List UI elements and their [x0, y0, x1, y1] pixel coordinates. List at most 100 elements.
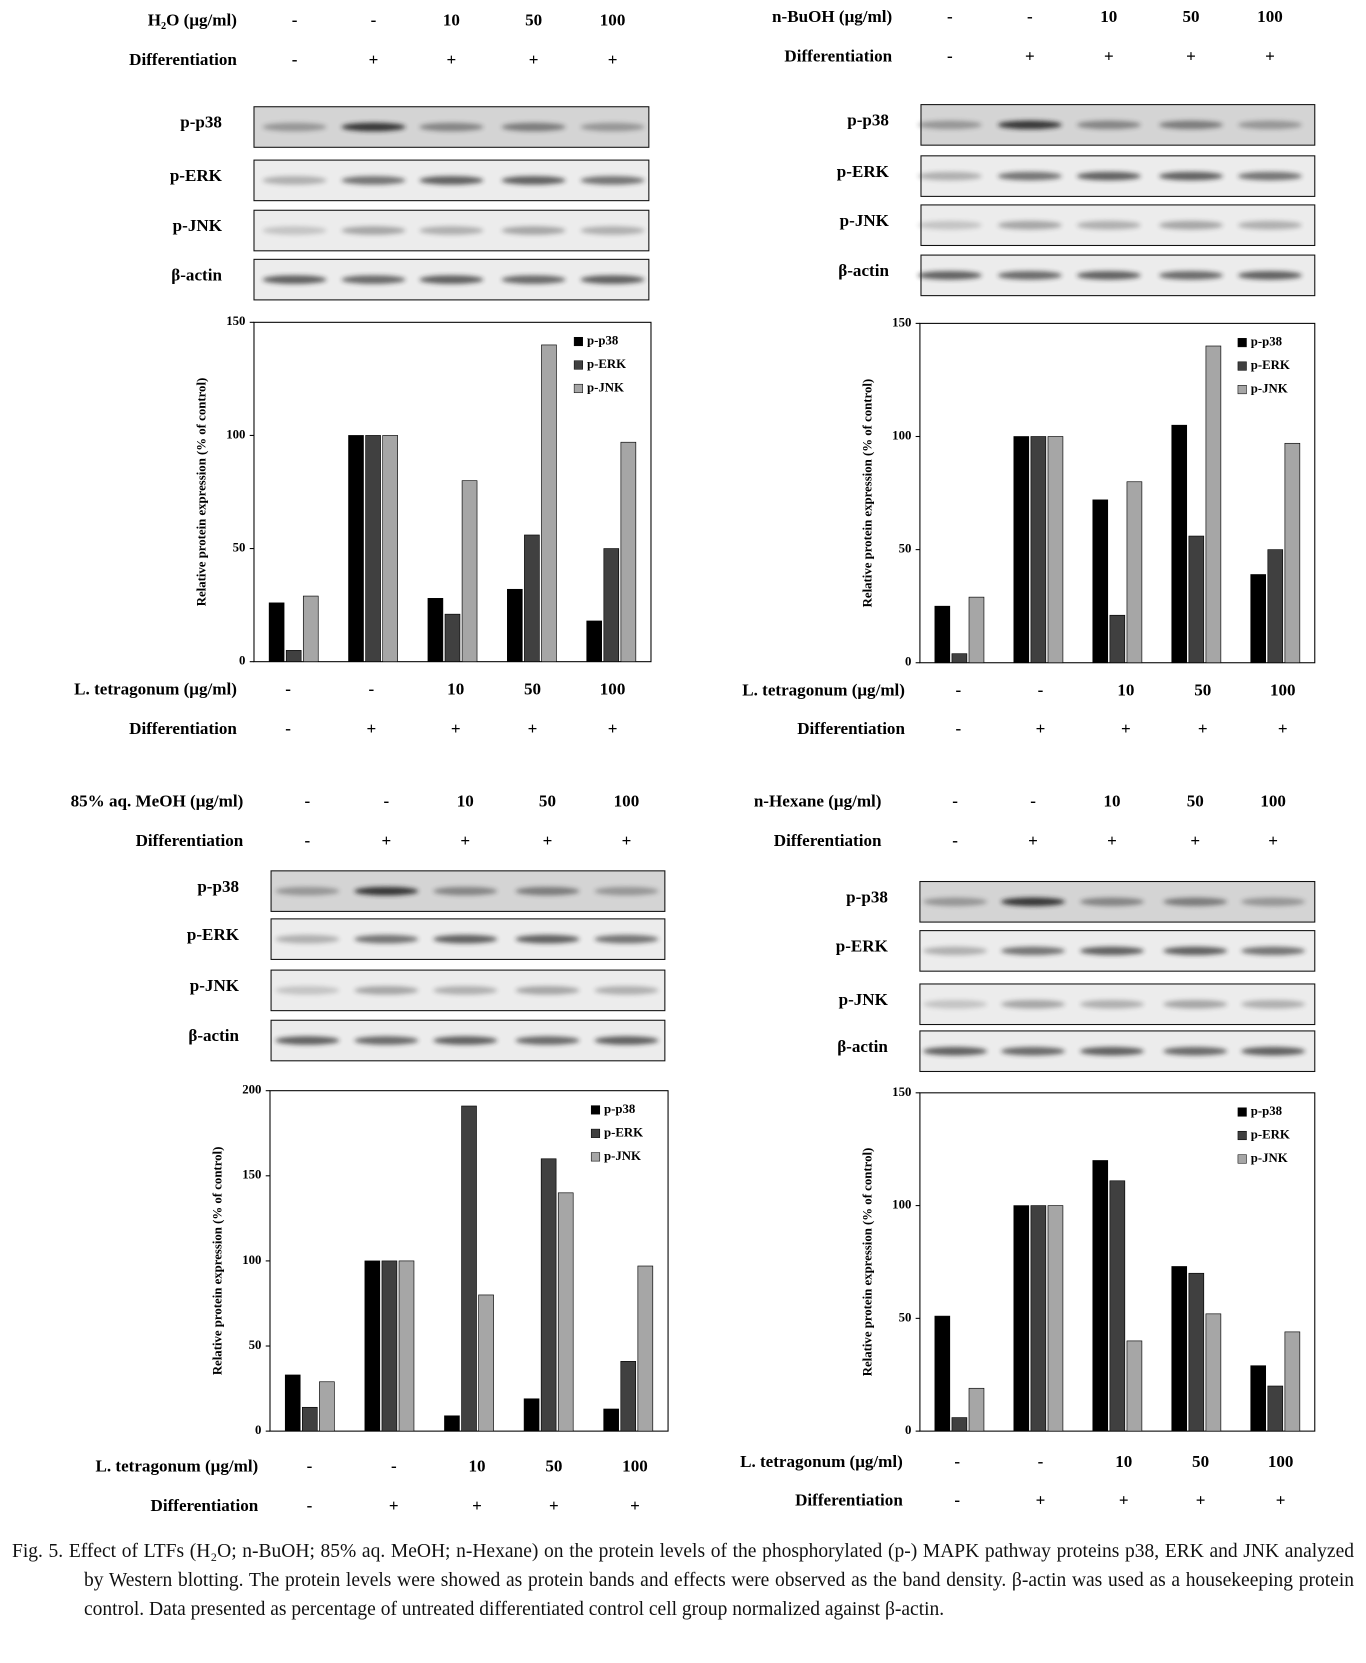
- legend-label: p-JNK: [587, 380, 624, 394]
- bar: [507, 588, 523, 663]
- blot-band: [433, 1036, 498, 1045]
- blot-label: p-p38: [180, 113, 222, 132]
- blot-label: p-JNK: [839, 990, 889, 1009]
- differentiation-sign: +: [549, 1496, 559, 1515]
- bar: [637, 1265, 654, 1432]
- blot-band: [433, 934, 498, 944]
- blot-band: [1001, 946, 1066, 956]
- x-axis-label: L. tetragonum (μg/ml): [96, 1456, 259, 1475]
- blot-band: [917, 120, 982, 130]
- treatment-dose: 100: [600, 10, 626, 29]
- differentiation-label: Differentiation: [774, 831, 882, 850]
- bar: [1047, 436, 1064, 664]
- blot-band: [515, 934, 580, 944]
- y-tick-label: 100: [226, 427, 245, 441]
- bar: [381, 1260, 398, 1432]
- differentiation-sign: +: [1028, 831, 1038, 850]
- blot-band: [1241, 999, 1306, 1009]
- bar: [540, 1158, 557, 1432]
- blot-band: [1158, 271, 1223, 280]
- differentiation-sign: +: [608, 50, 618, 69]
- x-tick-label: 100: [622, 1456, 648, 1475]
- bar: [285, 650, 302, 663]
- blot-band: [501, 275, 566, 284]
- blot-label: β-actin: [838, 261, 889, 280]
- blot-label: p-JNK: [173, 216, 223, 235]
- legend-label: p-JNK: [1251, 1151, 1288, 1165]
- treatment-dose: -: [952, 791, 958, 810]
- x-tick-label: 100: [1268, 1452, 1294, 1471]
- bar: [444, 613, 461, 663]
- blot-band: [580, 176, 645, 185]
- blot-label: p-ERK: [836, 937, 889, 956]
- legend-label: p-p38: [604, 1102, 635, 1116]
- bar: [398, 1260, 415, 1432]
- treatment-label: 85% aq. MeOH (μg/ml): [71, 791, 244, 810]
- y-tick-label: 150: [242, 1168, 261, 1182]
- differentiation-sign: +: [1036, 719, 1046, 738]
- bar: [1284, 442, 1301, 664]
- differentiation-label: Differentiation: [136, 831, 244, 850]
- treatment-dose: 100: [1257, 7, 1283, 26]
- bar: [523, 1398, 540, 1432]
- treatment-dose: -: [305, 791, 311, 810]
- x-tick-label: 50: [524, 679, 541, 698]
- bar: [1030, 1205, 1047, 1432]
- differentiation-label: Differentiation: [797, 719, 905, 738]
- differentiation-sign: +: [1025, 47, 1035, 66]
- differentiation-sign: -: [307, 1496, 313, 1515]
- blot-band: [262, 122, 327, 132]
- blot-band: [1001, 897, 1066, 907]
- treatment-label: n-Hexane (μg/ml): [754, 791, 882, 810]
- differentiation-label: Differentiation: [129, 719, 237, 738]
- legend-swatch: [590, 1105, 601, 1115]
- blot-band: [1001, 999, 1066, 1009]
- treatment-dose: 10: [443, 10, 460, 29]
- blot-band: [923, 1046, 988, 1056]
- y-tick-label: 50: [899, 542, 912, 556]
- treatment-dose: -: [383, 791, 389, 810]
- blot-band: [354, 986, 419, 995]
- y-tick-label: 200: [242, 1083, 261, 1097]
- x-tick-label: 10: [1115, 1452, 1132, 1471]
- differentiation-sign: +: [608, 719, 618, 738]
- differentiation-label: Differentiation: [795, 1490, 903, 1509]
- legend-swatch: [1237, 361, 1247, 371]
- legend-label: p-JNK: [1251, 381, 1288, 395]
- legend-label: p-ERK: [1251, 358, 1290, 372]
- bar: [1047, 1205, 1064, 1432]
- differentiation-sign: +: [543, 831, 553, 850]
- x-tick-label: -: [954, 1452, 960, 1471]
- blot-band: [341, 226, 406, 235]
- blot-label: p-ERK: [187, 925, 240, 944]
- blot-band: [1237, 220, 1302, 230]
- bar: [1171, 424, 1188, 664]
- x-axis-label: L. tetragonum (μg/ml): [740, 1452, 903, 1471]
- y-tick-label: 100: [892, 1198, 911, 1212]
- x-tick-label: 10: [1117, 680, 1134, 699]
- bar: [1126, 1340, 1143, 1432]
- bar: [444, 1415, 460, 1432]
- legend-label: p-p38: [1251, 1104, 1282, 1118]
- treatment-dose: 10: [457, 791, 474, 810]
- blot-band: [419, 122, 484, 132]
- bar: [951, 1417, 968, 1432]
- blot-band: [1079, 946, 1145, 956]
- bar: [1284, 1331, 1301, 1432]
- bar: [1092, 1160, 1109, 1432]
- treatment-dose: -: [1027, 7, 1033, 26]
- bar: [1030, 436, 1047, 664]
- blot-band: [341, 122, 406, 132]
- bar: [1109, 614, 1126, 664]
- differentiation-sign: +: [1265, 47, 1275, 66]
- blot-band: [1079, 999, 1145, 1009]
- bar: [284, 1374, 301, 1432]
- treatment-label: n-BuOH (μg/ml): [772, 7, 892, 26]
- legend-swatch: [590, 1128, 601, 1138]
- blot-band: [433, 886, 498, 896]
- blot-band: [1163, 1046, 1228, 1056]
- blot-band: [594, 886, 659, 896]
- legend-label: p-ERK: [1251, 1127, 1290, 1141]
- differentiation-sign: -: [285, 719, 291, 738]
- blot-band: [1001, 1046, 1066, 1056]
